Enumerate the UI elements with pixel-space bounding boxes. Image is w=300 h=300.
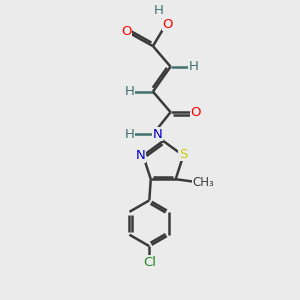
Text: H: H	[124, 128, 134, 141]
Text: N: N	[135, 149, 145, 162]
Text: CH₃: CH₃	[193, 176, 214, 189]
Text: O: O	[121, 25, 132, 38]
Text: O: O	[190, 106, 201, 119]
Text: H: H	[124, 85, 134, 98]
Text: Cl: Cl	[143, 256, 156, 269]
Text: N: N	[152, 128, 162, 141]
Text: S: S	[179, 148, 188, 160]
Text: H: H	[189, 60, 199, 73]
Text: O: O	[162, 18, 173, 31]
Text: H: H	[154, 4, 164, 17]
